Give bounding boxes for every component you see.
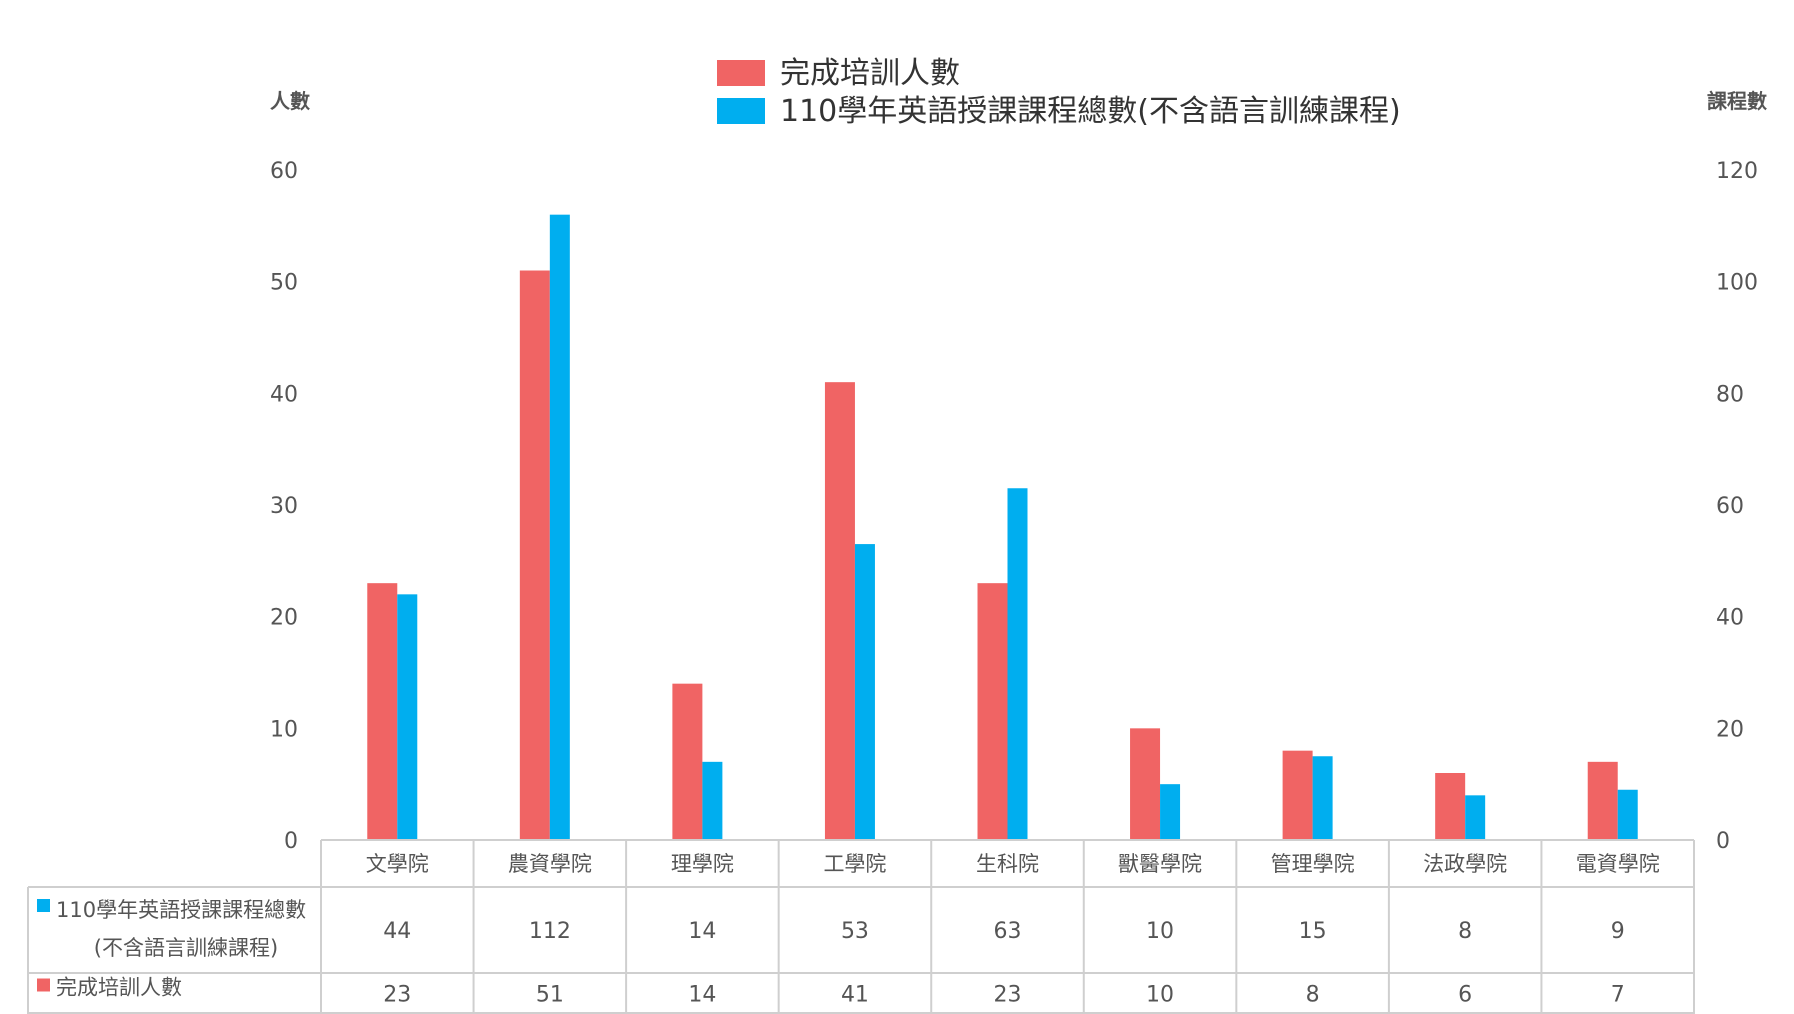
table-row-label: 110學年英語授課課程總數 [56, 898, 306, 922]
x-tick-label: 電資學院 [1576, 852, 1660, 876]
bar-series-0 [1587, 761, 1618, 840]
bar-series-1 [1160, 784, 1181, 840]
bars [367, 214, 1638, 840]
table-row-swatch [37, 978, 50, 992]
y-left-tick-label: 50 [270, 271, 298, 296]
x-tick-label: 管理學院 [1271, 852, 1355, 876]
y-right-axis-label: 課程數 [1707, 89, 1767, 113]
x-tick-label: 法政學院 [1423, 852, 1507, 876]
y-left-tick-label: 60 [270, 159, 298, 184]
table-cell: 15 [1299, 919, 1327, 944]
table-cell: 9 [1611, 919, 1625, 944]
bar-series-1 [1312, 756, 1333, 840]
y-left-tick-label: 30 [270, 494, 298, 519]
data-table: 文學院 農資學院 理學院 工學院 生科院 獸醫學院 管理學院 法政學院 電資學院 110學年英語授… [27, 839, 1695, 1014]
table-cell: 112 [529, 919, 571, 944]
table-cell: 14 [688, 919, 716, 944]
bar-series-1 [397, 594, 418, 840]
x-tick-label: 獸醫學院 [1118, 852, 1202, 876]
x-tick-label: 文學院 [366, 852, 429, 876]
y-right-tick-label: 40 [1716, 606, 1744, 631]
bar-series-0 [824, 382, 855, 840]
legend-swatch-0 [717, 60, 765, 86]
bar-series-1 [1465, 795, 1486, 840]
y-left-tick-label: 40 [270, 382, 298, 407]
y-right-tick-label: 20 [1716, 717, 1744, 742]
bar-series-0 [672, 683, 703, 840]
bar-series-0 [977, 583, 1008, 840]
bar-series-0 [519, 270, 550, 840]
legend-swatch-1 [717, 98, 765, 124]
bar-series-1 [1007, 488, 1028, 840]
bar-series-0 [367, 583, 398, 840]
table-cell: 53 [841, 919, 869, 944]
bar-series-0 [1282, 750, 1313, 840]
x-tick-label: 農資學院 [508, 852, 592, 876]
y-right-tick-label: 60 [1716, 494, 1744, 519]
table-cell: 10 [1146, 919, 1174, 944]
bar-series-1 [549, 214, 570, 840]
bar-series-1 [702, 761, 723, 840]
table-row-label: (不含語言訓練課程) [94, 936, 278, 960]
table-cell: 7 [1611, 983, 1625, 1008]
table-cell: 63 [994, 919, 1022, 944]
table-cell: 41 [841, 983, 869, 1008]
y-left-axis-label: 人數 [270, 89, 310, 113]
legend-label-1: 110學年英語授課課程總數(不含語言訓練課程) [780, 94, 1401, 129]
y-left-tick-label: 0 [284, 829, 298, 854]
legend-label-0: 完成培訓人數 [780, 56, 960, 91]
x-tick-label: 生科院 [976, 852, 1039, 876]
table-cell: 51 [536, 983, 564, 1008]
y-right-tick-label: 120 [1716, 159, 1758, 184]
bar-series-0 [1130, 728, 1161, 840]
y-right-tick-label: 80 [1716, 382, 1744, 407]
bar-series-0 [1435, 773, 1466, 840]
y-left-tick-label: 10 [270, 717, 298, 742]
table-cell: 14 [688, 983, 716, 1008]
table-row-swatch [37, 899, 50, 912]
axes: 人數 課程數 0 10 20 30 40 50 60 0 20 40 60 80 100 120 [270, 89, 1767, 854]
table-cell: 6 [1458, 983, 1472, 1008]
y-left-tick-label: 20 [270, 606, 298, 631]
table-cell: 8 [1458, 919, 1472, 944]
table-cell: 23 [994, 983, 1022, 1008]
bar-series-1 [854, 544, 875, 840]
bar-series-1 [1617, 789, 1638, 840]
y-right-tick-label: 0 [1716, 829, 1730, 854]
table-cell: 10 [1146, 983, 1174, 1008]
table-cell: 8 [1306, 983, 1320, 1008]
x-tick-label: 工學院 [823, 852, 886, 876]
table-row-label: 完成培訓人數 [56, 976, 182, 1000]
table-cell: 44 [383, 919, 411, 944]
table-cell: 23 [383, 983, 411, 1008]
x-tick-label: 理學院 [671, 852, 734, 876]
y-right-tick-label: 100 [1716, 271, 1758, 296]
